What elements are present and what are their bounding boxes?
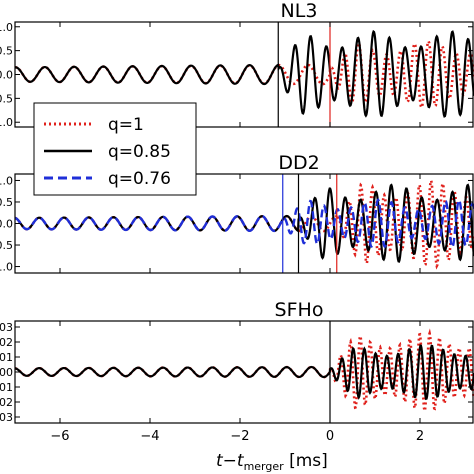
series-line-q=0.85 [15,29,474,118]
x-tick-label: 0 [326,429,334,444]
y-tick-label: 1.0 [0,21,13,34]
x-tick-label: −2 [230,429,249,444]
panels: 1.0 0.5 0.0 0.5 1.0 NL3 1.0 0.5 0.0 0.5 1.0 DD2 .03.… [0,0,474,444]
y-tick-label: .03 [0,321,13,334]
panel-sfho: .03 .02 .01 .00 .01 .02 .03 SFHo [0,299,474,424]
series-line-q=0.76 [15,197,474,249]
legend-label-q076: q=0.76 [108,169,171,189]
legend-label-q1: q=1 [108,115,144,135]
series-line-q=1 [15,39,474,111]
x-axis-label-sub: merger [244,460,285,473]
y-tick-label: .02 [0,396,13,409]
y-tick-label: 1.0 [0,174,13,187]
y-tick-label: 1.0 [0,116,13,129]
panel-dd2: 1.0 0.5 0.0 0.5 1.0 DD2 [0,152,474,274]
y-tick-label: .01 [0,381,13,394]
panel-plot-area [15,321,474,423]
series-line-q=1 [15,177,474,270]
panel-nl3: 1.0 0.5 0.0 0.5 1.0 NL3 [0,0,474,129]
panel-plot-area [15,22,474,127]
x-tick-label: −4 [140,429,159,444]
y-tick-label: 0.0 [0,69,13,82]
x-axis-label: t−tmerger [ms] [216,451,328,473]
panel-title: SFHo [275,299,324,321]
x-tick-label: −6 [50,429,69,444]
y-tick-label: .02 [0,336,13,349]
y-tick-label: 0.0 [0,218,13,231]
panel-title: DD2 [278,152,319,174]
legend-label-q085: q=0.85 [108,142,171,162]
x-axis-label-unit: [ms] [284,451,328,471]
y-tick-label: 0.5 [0,196,13,209]
y-tick-label: .00 [0,366,13,379]
legend: q=1 q=0.85 q=0.76 [33,102,197,196]
y-tick-label: 0.5 [0,92,13,105]
panel-title: NL3 [281,0,318,22]
series-line-q=0.85 [15,344,474,401]
x-axis-label-main: t−t [216,451,245,471]
legend-box [33,102,197,196]
x-tick-label: 2 [416,429,424,444]
y-tick-label: .01 [0,351,13,364]
y-tick-label: 0.5 [0,45,13,58]
y-tick-label: 1.0 [0,261,13,274]
panel-plot-area [15,174,474,273]
y-tick-label: 0.5 [0,239,13,252]
y-tick-label: .03 [0,411,13,424]
